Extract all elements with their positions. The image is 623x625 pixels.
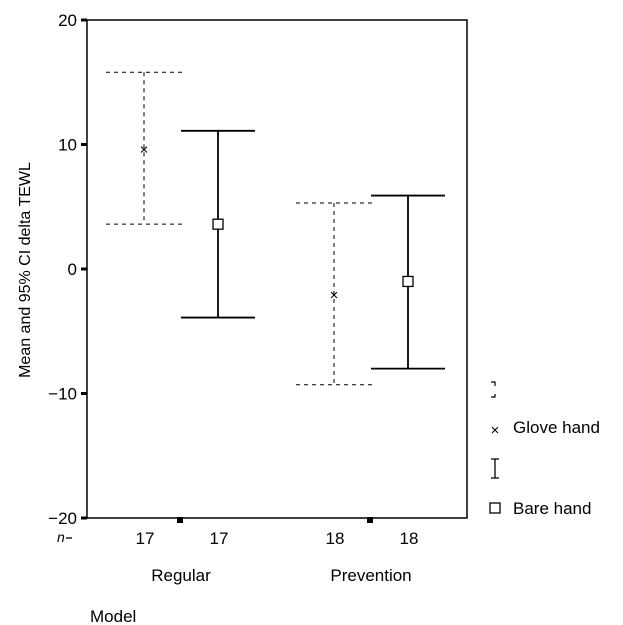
n-value: 17 [210, 529, 229, 548]
legend-solid-bar-symbol [491, 458, 499, 479]
error-bars: ×× [106, 71, 445, 386]
legend-label: Bare hand [513, 499, 591, 518]
legend-x-marker: × [491, 422, 500, 439]
legend-dashed-bar-symbol [491, 381, 496, 398]
y-tick-label: 0 [68, 260, 77, 279]
mean-marker-x: × [330, 287, 339, 304]
x-axis-groups: Regular Prevention [151, 517, 412, 585]
n-value: 18 [326, 529, 345, 548]
y-axis-label: Mean and 95% CI delta TEWL [17, 162, 34, 378]
y-tick-label: 10 [58, 136, 77, 155]
mean-marker-square [212, 218, 224, 230]
x-tick [177, 517, 183, 523]
y-tick-label: −10 [48, 385, 77, 404]
mean-marker-square [402, 275, 414, 288]
y-axis-ticks: 20 10 0 −10 −20 [48, 11, 87, 528]
n-value: 17 [136, 529, 155, 548]
n-label: n [57, 529, 65, 545]
sample-size-row: n 17 18 17 18 [57, 529, 418, 548]
legend-label: Glove hand [513, 418, 600, 437]
plot-frame [86, 19, 468, 519]
x-tick [367, 517, 373, 523]
legend: × Glove hand Bare hand [489, 381, 600, 518]
mean-marker-x: × [140, 141, 149, 158]
y-tick-label: 20 [58, 11, 77, 30]
group-label: Prevention [330, 566, 411, 585]
x-axis-label: Model [90, 607, 136, 625]
y-tick-label: −20 [48, 509, 77, 528]
legend-square-marker [489, 502, 501, 514]
n-value: 18 [400, 529, 419, 548]
group-label: Regular [151, 566, 211, 585]
